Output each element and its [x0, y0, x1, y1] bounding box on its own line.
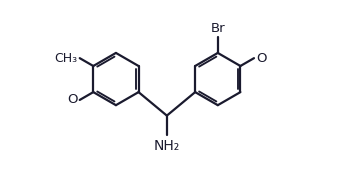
Text: CH₃: CH₃: [55, 52, 78, 65]
Text: NH₂: NH₂: [154, 139, 180, 153]
Text: Br: Br: [210, 22, 225, 35]
Text: O: O: [67, 93, 78, 107]
Text: O: O: [256, 52, 266, 65]
